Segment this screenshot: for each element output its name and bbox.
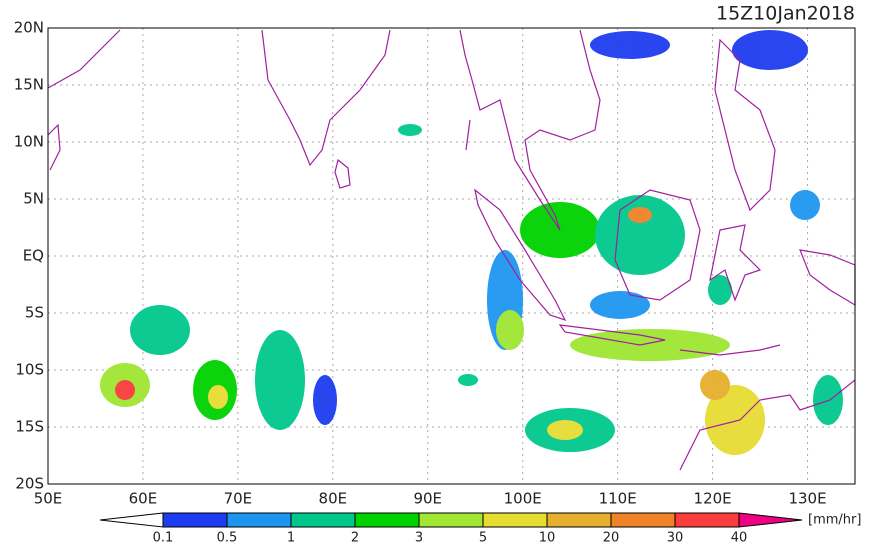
colorbar-label: 30 [667, 531, 684, 544]
lat-label: 5N [23, 190, 44, 208]
colorbar-unit: [mm/hr] [808, 513, 861, 528]
colorbar-label: 40 [731, 531, 748, 544]
colorbar-segment [546, 512, 612, 528]
colorbar-label: 10 [539, 531, 556, 544]
lon-label: 60E [129, 490, 158, 508]
lat-label: 5S [25, 304, 44, 322]
lon-label: 90E [413, 490, 442, 508]
lat-label: 10N [14, 133, 44, 151]
colorbar-segment [226, 512, 292, 528]
lat-label: 10S [15, 361, 44, 379]
colorbar-label: 20 [603, 531, 620, 544]
colorbar-label: 0.5 [217, 531, 238, 544]
colorbar-label: 5 [479, 531, 487, 544]
colorbar-segment [354, 512, 420, 528]
lon-label: 70E [224, 490, 253, 508]
colorbar-segment [290, 512, 356, 528]
coastlines [47, 29, 856, 471]
lat-label: 15N [14, 76, 44, 94]
map-frame [47, 27, 856, 485]
colorbar-arrow [99, 512, 164, 528]
colorbar-arrow [738, 512, 803, 528]
lon-label: 120E [694, 490, 732, 508]
lon-label: 110E [599, 490, 637, 508]
lat-label: 15S [15, 418, 44, 436]
colorbar-segment [674, 512, 740, 528]
lat-label: 20N [14, 19, 44, 37]
lon-label: 50E [34, 490, 63, 508]
colorbar-label: 3 [415, 531, 423, 544]
colorbar-label: 1 [287, 531, 295, 544]
lat-label: EQ [23, 247, 44, 265]
colorbar-segment [418, 512, 484, 528]
colorbar-label: 2 [351, 531, 359, 544]
colorbar-segment [162, 512, 228, 528]
lat-label: 20S [15, 475, 44, 493]
map-title: 15Z10Jan2018 [716, 3, 855, 25]
colorbar-label: 0.1 [153, 531, 174, 544]
colorbar-segment [482, 512, 548, 528]
lon-label: 130E [788, 490, 826, 508]
rain-areas [100, 30, 843, 455]
colorbar: 0.1 0.5 1 2 3 5 10 20 30 40 [mm/hr] [99, 512, 861, 544]
colorbar-segment [610, 512, 676, 528]
lon-label: 80E [319, 490, 348, 508]
lon-label: 100E [504, 490, 542, 508]
